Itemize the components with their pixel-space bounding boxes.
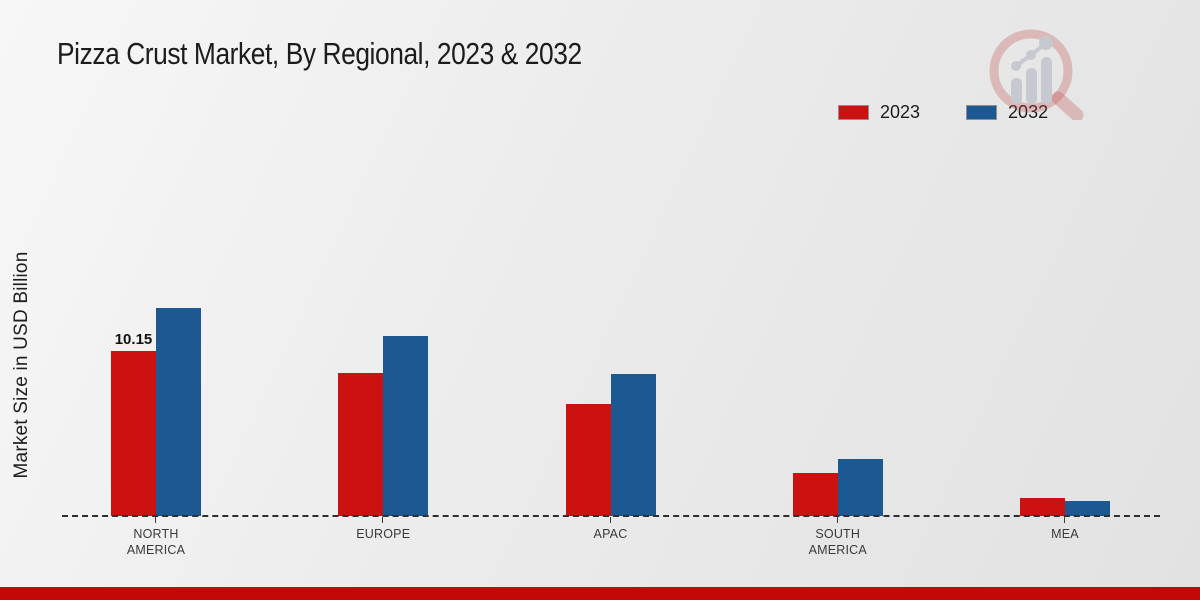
category-label-south-america: SOUTH AMERICA — [808, 527, 867, 558]
legend-swatch-2023 — [838, 105, 869, 120]
bar-group-north-america: NORTH AMERICA 10.15 — [111, 100, 201, 557]
y-axis-label: Market Size in USD Billion — [11, 251, 32, 479]
x-axis-tick-apac — [609, 517, 611, 523]
legend-label-2032: 2032 — [1008, 102, 1049, 122]
footer-accent-band — [0, 587, 1200, 600]
bar-2023-europe — [338, 372, 384, 516]
x-axis-tick-south-america — [836, 517, 838, 523]
bar-2032-south-america — [837, 459, 883, 516]
legend-item-2023: 2023 — [838, 102, 920, 123]
bar-2023-south-america — [792, 472, 838, 516]
bar-group-mea: MEA — [1020, 100, 1110, 541]
plot-area: NORTH AMERICA 10.15 EUROPE APAC SOUTH AMERIC… — [62, 100, 1160, 557]
magnifier-bar-chart-logo-watermark — [989, 29, 1084, 120]
x-axis-tick-mea — [1064, 517, 1065, 523]
bar-group-europe: EUROPE — [338, 100, 429, 541]
bar-group-south-america: SOUTH AMERICA — [792, 100, 883, 557]
bar-2023-mea — [1020, 498, 1065, 516]
bar-2032-mea — [1065, 501, 1110, 516]
bar-2032-apac — [610, 373, 656, 516]
bar-2023-apac — [565, 403, 611, 516]
legend: 2023 2032 — [838, 102, 1048, 123]
legend-item-2032: 2032 — [966, 102, 1048, 123]
category-label-apac: APAC — [593, 527, 628, 541]
zero-baseline — [62, 515, 1160, 517]
bar-2023-north-america — [111, 351, 156, 516]
bar-2032-europe — [383, 336, 429, 516]
x-axis-tick-europe — [382, 517, 384, 523]
legend-swatch-2032 — [966, 105, 998, 120]
bar-2032-north-america — [156, 307, 201, 516]
chart-title: Pizza Crust Market, By Regional, 2023 & … — [57, 36, 582, 71]
category-label-north-america: NORTH AMERICA — [126, 527, 186, 558]
category-label-mea: MEA — [1051, 527, 1079, 541]
category-label-europe: EUROPE — [356, 527, 411, 541]
data-label-2023: 10.15 — [114, 330, 153, 348]
legend-label-2023: 2023 — [880, 102, 921, 122]
bar-group-apac: APAC — [565, 100, 656, 541]
x-axis-tick-north-america — [155, 517, 156, 523]
